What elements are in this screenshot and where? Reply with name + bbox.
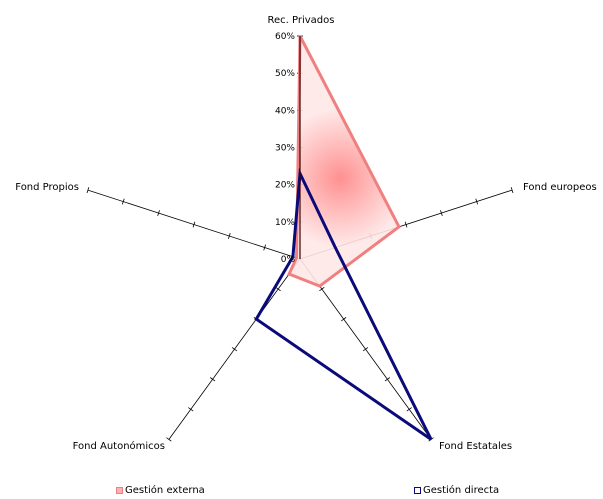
axis-tick — [231, 347, 238, 352]
legend-swatch-gestion-directa — [414, 487, 421, 494]
axis-tick — [475, 198, 479, 205]
axis-tick — [227, 233, 231, 240]
axis-tick — [188, 407, 194, 412]
axis-tick — [86, 187, 90, 194]
legend-label-gestion-directa: Gestión directa — [423, 485, 500, 496]
tick-label: 60% — [275, 32, 295, 42]
axis-tick — [404, 221, 408, 228]
tick-label: 10% — [275, 218, 295, 228]
axis-tick — [362, 347, 369, 352]
tick-label: 40% — [275, 106, 295, 116]
axis-tick — [319, 286, 325, 292]
axis-tick — [121, 198, 125, 205]
axis-tick — [510, 187, 514, 194]
axis-title: Fond Propios — [15, 182, 79, 193]
axis-tick — [384, 377, 391, 382]
axis-tick — [440, 210, 443, 217]
axis-title: Fond Autonómicos — [73, 440, 165, 452]
series-polygon-gestion-externa — [287, 35, 401, 288]
axis-tick — [275, 286, 281, 292]
axis-title: Rec. Privados — [268, 15, 335, 26]
axis-tick — [263, 244, 266, 251]
tick-label: 50% — [275, 69, 295, 79]
legend-item-gestion-directa: Gestión directa — [414, 485, 499, 496]
axis-tick — [209, 377, 216, 382]
axis-tick — [157, 210, 160, 217]
axis-tick — [166, 437, 172, 442]
legend-swatch-gestion-externa — [116, 487, 123, 494]
tick-label: 0% — [281, 255, 296, 265]
series-polygon-gestion-directa — [254, 167, 433, 441]
tick-label: 20% — [275, 181, 295, 191]
legend-item-gestion-externa: Gestión externa — [116, 485, 205, 496]
axis-tick — [192, 221, 196, 228]
legend-label-gestion-externa: Gestión externa — [125, 485, 205, 496]
tick-label: 30% — [275, 144, 295, 154]
axis-tick — [406, 407, 412, 412]
axis-title: Fond Estatales — [439, 441, 512, 452]
axis-tick — [341, 317, 347, 322]
axis-title: Fond europeos — [523, 182, 597, 193]
